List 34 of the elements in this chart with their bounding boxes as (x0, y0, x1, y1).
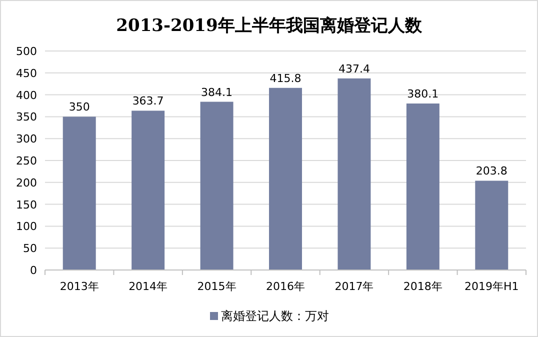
chart-title: 2013-2019年上半年我国离婚登记人数 (116, 16, 423, 36)
x-tick-label: 2018年 (403, 280, 442, 293)
x-tick-label: 2017年 (334, 280, 374, 293)
bar (475, 180, 508, 270)
y-tick-label: 50 (23, 242, 37, 256)
x-tick-label: 2019年H1 (464, 280, 519, 293)
bar (338, 78, 371, 270)
x-tick-label: 2015年 (197, 280, 236, 293)
y-tick-label: 500 (16, 45, 37, 58)
legend-label: 离婚登记人数：万对 (221, 309, 329, 323)
x-tick-label: 2013年 (60, 280, 99, 293)
data-label: 203.8 (476, 164, 508, 178)
y-tick-label: 400 (16, 88, 37, 102)
x-tick-label: 2016年 (266, 280, 305, 293)
data-label: 363.7 (132, 94, 164, 108)
bar (200, 102, 234, 270)
y-tick-label: 200 (16, 176, 37, 190)
x-tick-label: 2014年 (128, 280, 168, 293)
data-label: 415.8 (270, 72, 302, 85)
bar (406, 104, 440, 270)
data-label: 384.1 (201, 86, 233, 99)
y-tick-label: 350 (16, 110, 37, 124)
data-label: 350 (68, 100, 90, 114)
bar (269, 88, 302, 270)
bar (132, 110, 165, 270)
bar (62, 116, 96, 270)
data-label: 437.4 (338, 62, 370, 76)
data-label: 380.1 (407, 88, 439, 101)
y-tick-label: 0 (30, 264, 37, 277)
y-tick-label: 300 (16, 132, 37, 146)
y-tick-label: 450 (16, 66, 37, 80)
y-tick-label: 100 (16, 220, 37, 234)
y-tick-label: 250 (16, 154, 37, 168)
y-tick-label: 150 (16, 198, 37, 212)
